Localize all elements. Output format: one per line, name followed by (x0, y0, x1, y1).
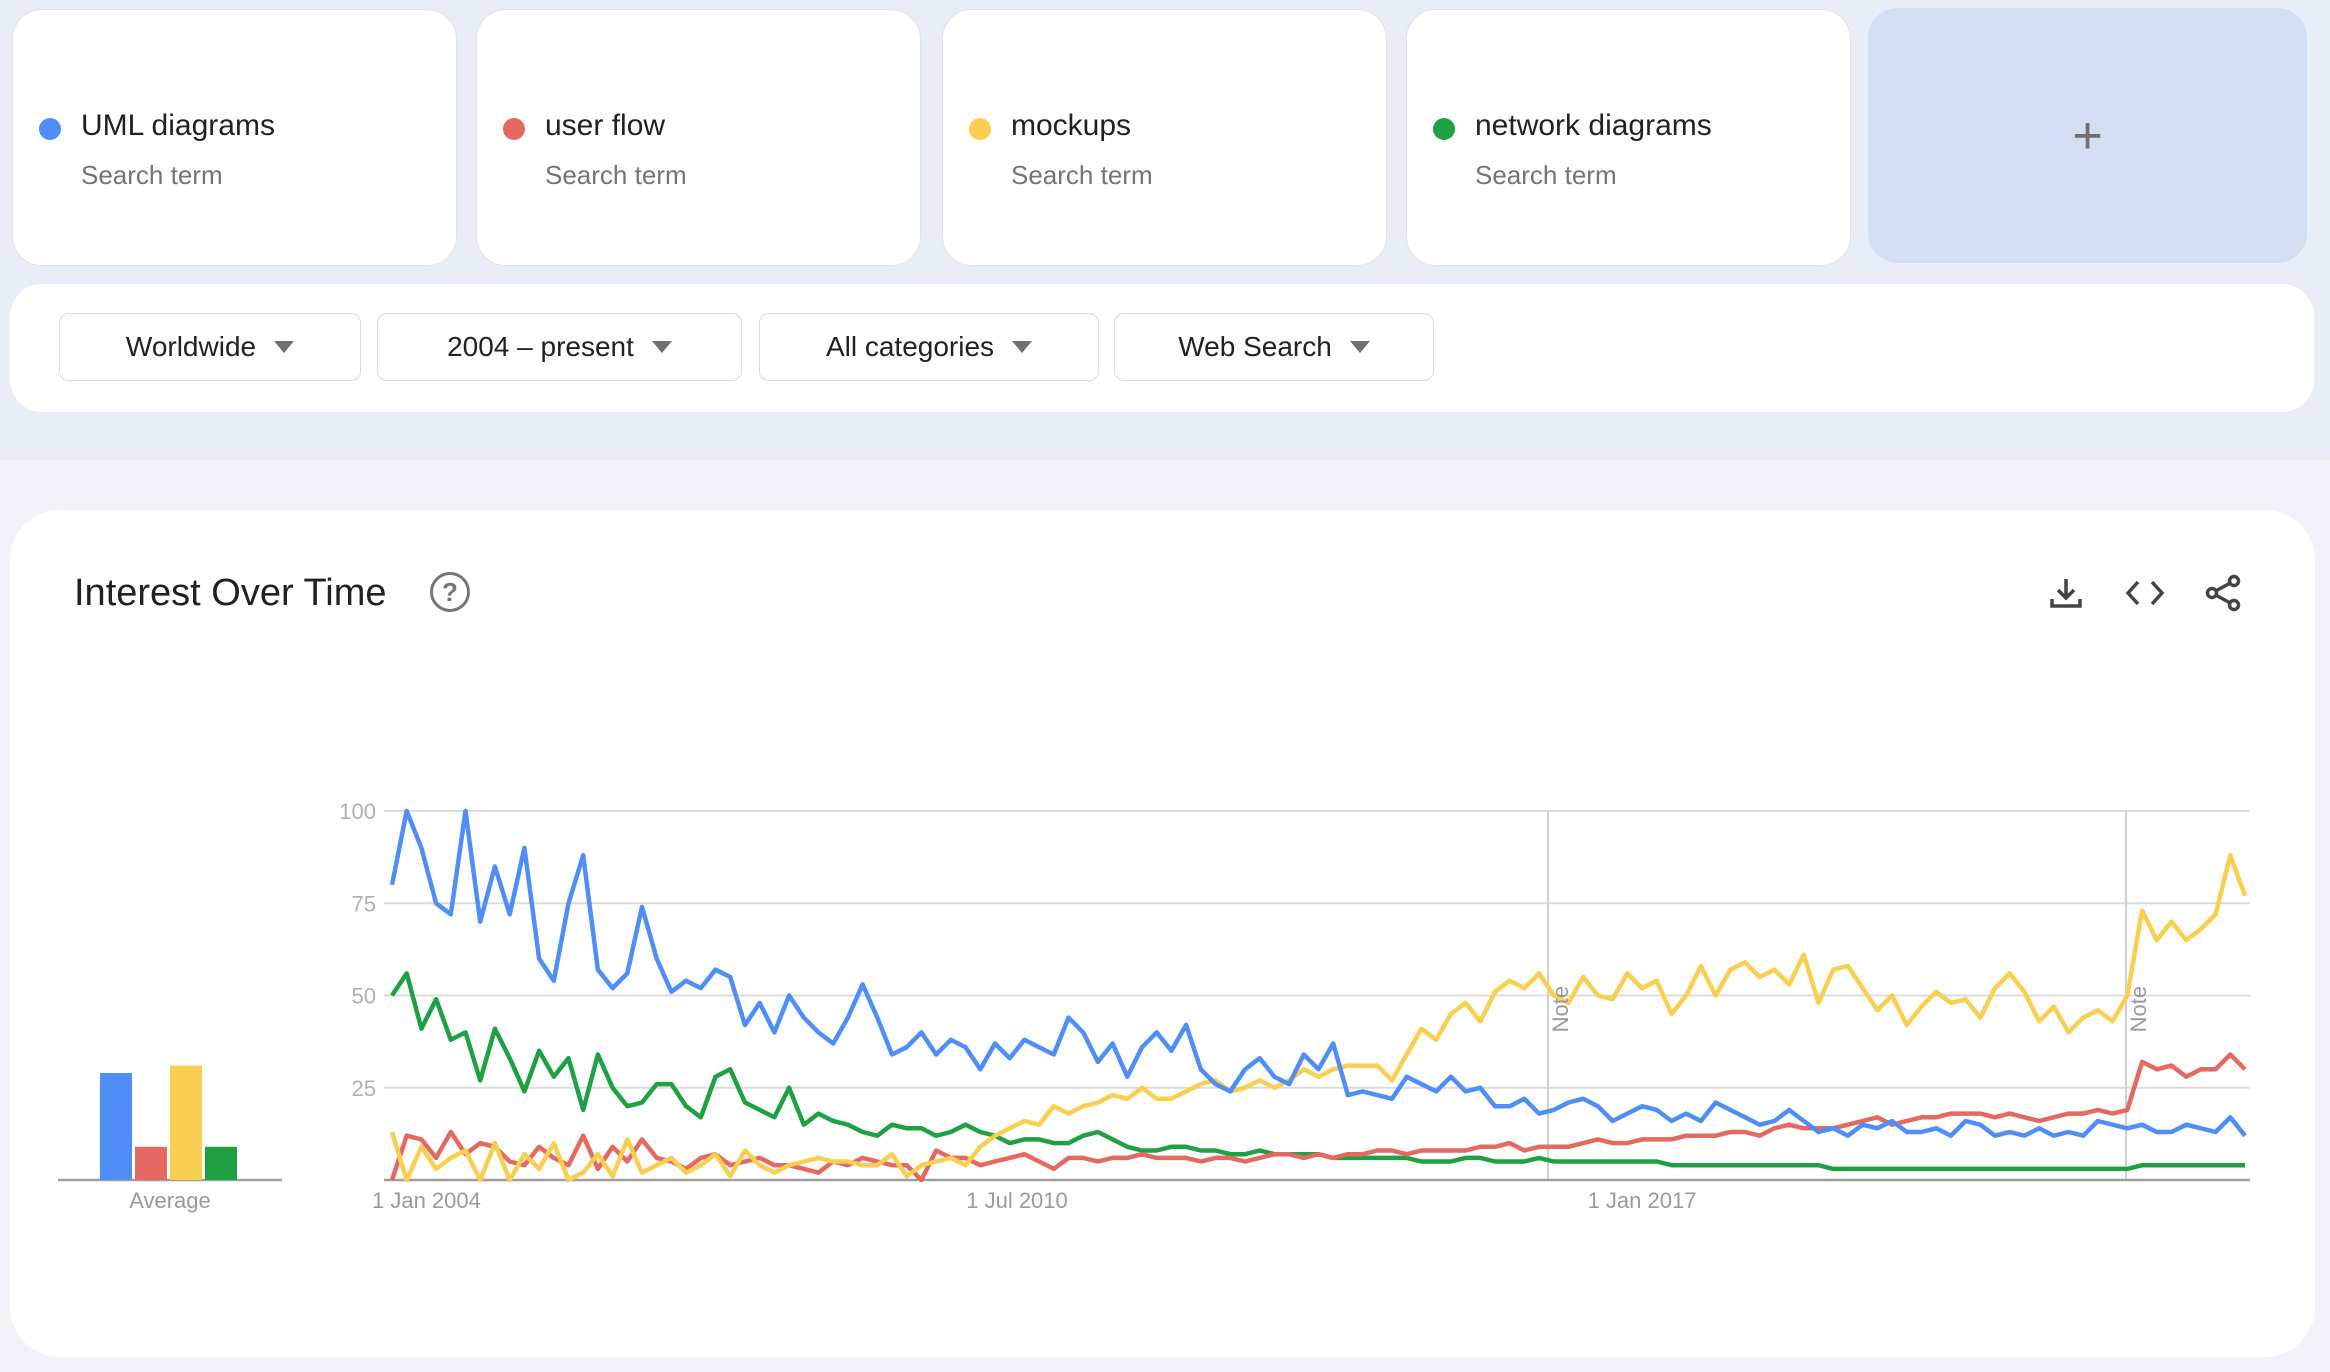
panel-title: Interest Over Time (74, 572, 387, 614)
svg-text:Note: Note (1548, 986, 1573, 1032)
category-value: All categories (825, 331, 995, 362)
caret-down-icon (651, 341, 672, 353)
term-name: UML diagrams (81, 109, 275, 142)
search-type-value: Web Search (1178, 331, 1332, 362)
svg-text:100: 100 (339, 799, 376, 824)
term-type: Search term (1475, 160, 1617, 190)
help-icon[interactable]: ? (430, 572, 470, 612)
svg-text:1 Jul 2010: 1 Jul 2010 (966, 1188, 1068, 1213)
plus-icon: + (2072, 106, 2103, 165)
series-lines (389, 808, 2248, 1183)
term-card-uml-diagrams[interactable]: UML diagrams Search term (12, 9, 457, 266)
add-comparison-button[interactable]: + (1868, 8, 2307, 263)
axis-labels: 25 50 75 100 Note Note 1 Jan 2004 1 Jul 2010 1 J… (339, 799, 2151, 1213)
time-range-dropdown[interactable]: 2004 – present (377, 313, 742, 381)
svg-text:Average: Average (129, 1188, 211, 1213)
series-color-dot-icon (503, 118, 525, 140)
caret-down-icon (274, 341, 295, 353)
caret-down-icon (1349, 341, 1370, 353)
term-name: mockups (1011, 109, 1132, 142)
term-card-user-flow[interactable]: user flow Search term (476, 9, 921, 266)
term-name: user flow (545, 109, 666, 142)
region-value: Worldwide (125, 331, 257, 362)
chart-gridlines (384, 810, 2250, 1182)
embed-code-icon[interactable] (2122, 570, 2168, 616)
term-type: Search term (545, 160, 687, 190)
svg-text:1 Jan 2017: 1 Jan 2017 (1588, 1188, 1697, 1213)
time-range-value: 2004 – present (447, 331, 634, 362)
interest-over-time-panel: Interest Over Time ? (10, 510, 2315, 1357)
download-icon[interactable] (2043, 570, 2089, 616)
filter-bar: Worldwide 2004 – present All categories … (10, 284, 2314, 412)
term-card-network-diagrams[interactable]: network diagrams Search term (1406, 9, 1851, 266)
svg-text:50: 50 (352, 984, 376, 1009)
term-card-mockups[interactable]: mockups Search term (942, 9, 1387, 266)
region-dropdown[interactable]: Worldwide (59, 313, 361, 381)
term-type: Search term (1011, 160, 1153, 190)
term-type: Search term (81, 160, 223, 190)
series-color-dot-icon (1433, 118, 1455, 140)
share-icon[interactable] (2200, 570, 2246, 616)
category-dropdown[interactable]: All categories (759, 313, 1099, 381)
svg-text:25: 25 (352, 1076, 376, 1101)
series-color-dot-icon (39, 118, 61, 140)
average-bar-chart: Average (58, 1065, 282, 1213)
svg-text:1 Jan 2004: 1 Jan 2004 (372, 1188, 481, 1213)
term-name: network diagrams (1475, 109, 1712, 142)
caret-down-icon (1012, 341, 1033, 353)
series-color-dot-icon (969, 118, 991, 140)
svg-text:Note: Note (2126, 986, 2151, 1032)
svg-text:75: 75 (352, 891, 376, 916)
search-type-dropdown[interactable]: Web Search (1114, 313, 1434, 381)
